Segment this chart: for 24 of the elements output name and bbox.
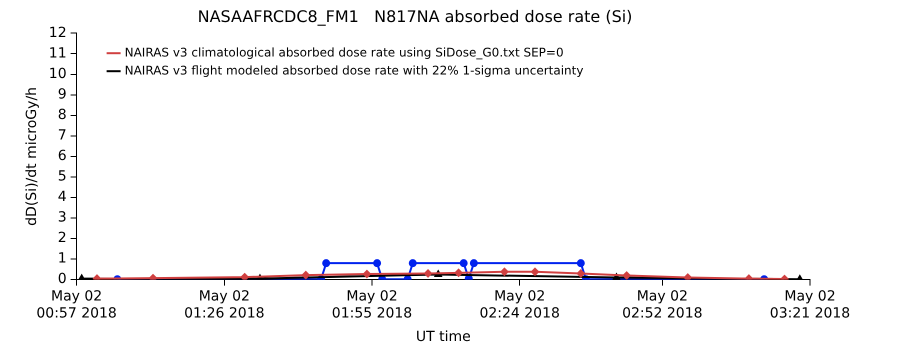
y-tick-label: 12 xyxy=(48,24,67,41)
y-tick-label: 8 xyxy=(58,106,67,123)
y-tick-label: 11 xyxy=(48,45,67,62)
y-tick-label: 0 xyxy=(58,271,67,288)
y-tick-label: 9 xyxy=(58,86,67,102)
x-tick-label: May 02 01:26 2018 xyxy=(184,288,265,322)
x-tick-label: May 02 00:57 2018 xyxy=(36,288,117,322)
x-tick-label: May 02 03:21 2018 xyxy=(770,288,850,322)
chart-title: NASAAFRCDC8_FM1 N817NA absorbed dose rate (Si) xyxy=(198,6,632,26)
y-tick-label: 1 xyxy=(58,250,67,267)
y-tick-label: 4 xyxy=(58,189,67,206)
y-tick-label: 3 xyxy=(58,210,67,226)
x-tick-label: May 02 01:55 2018 xyxy=(332,288,412,322)
y-axis-title: dD(Si)/dt microGy/h xyxy=(24,86,40,226)
y-tick-label: 10 xyxy=(48,66,67,82)
x-tick-label: May 02 02:52 2018 xyxy=(622,288,703,322)
y-tick-label: 5 xyxy=(58,168,67,185)
y-tick-label: 2 xyxy=(58,230,67,246)
legend-label: NAIRAS v3 flight modeled absorbed dose rate with 22% 1-sigma uncertainty xyxy=(124,63,584,78)
legend-label: NAIRAS v3 climatological absorbed dose rate using SiDose_G0.txt SEP=0 xyxy=(124,45,564,60)
y-tick-label: 6 xyxy=(58,148,67,164)
x-axis-title: UT time xyxy=(416,329,471,346)
x-tick-label: May 02 02:24 2018 xyxy=(479,288,560,322)
y-tick-label: 7 xyxy=(58,128,67,144)
